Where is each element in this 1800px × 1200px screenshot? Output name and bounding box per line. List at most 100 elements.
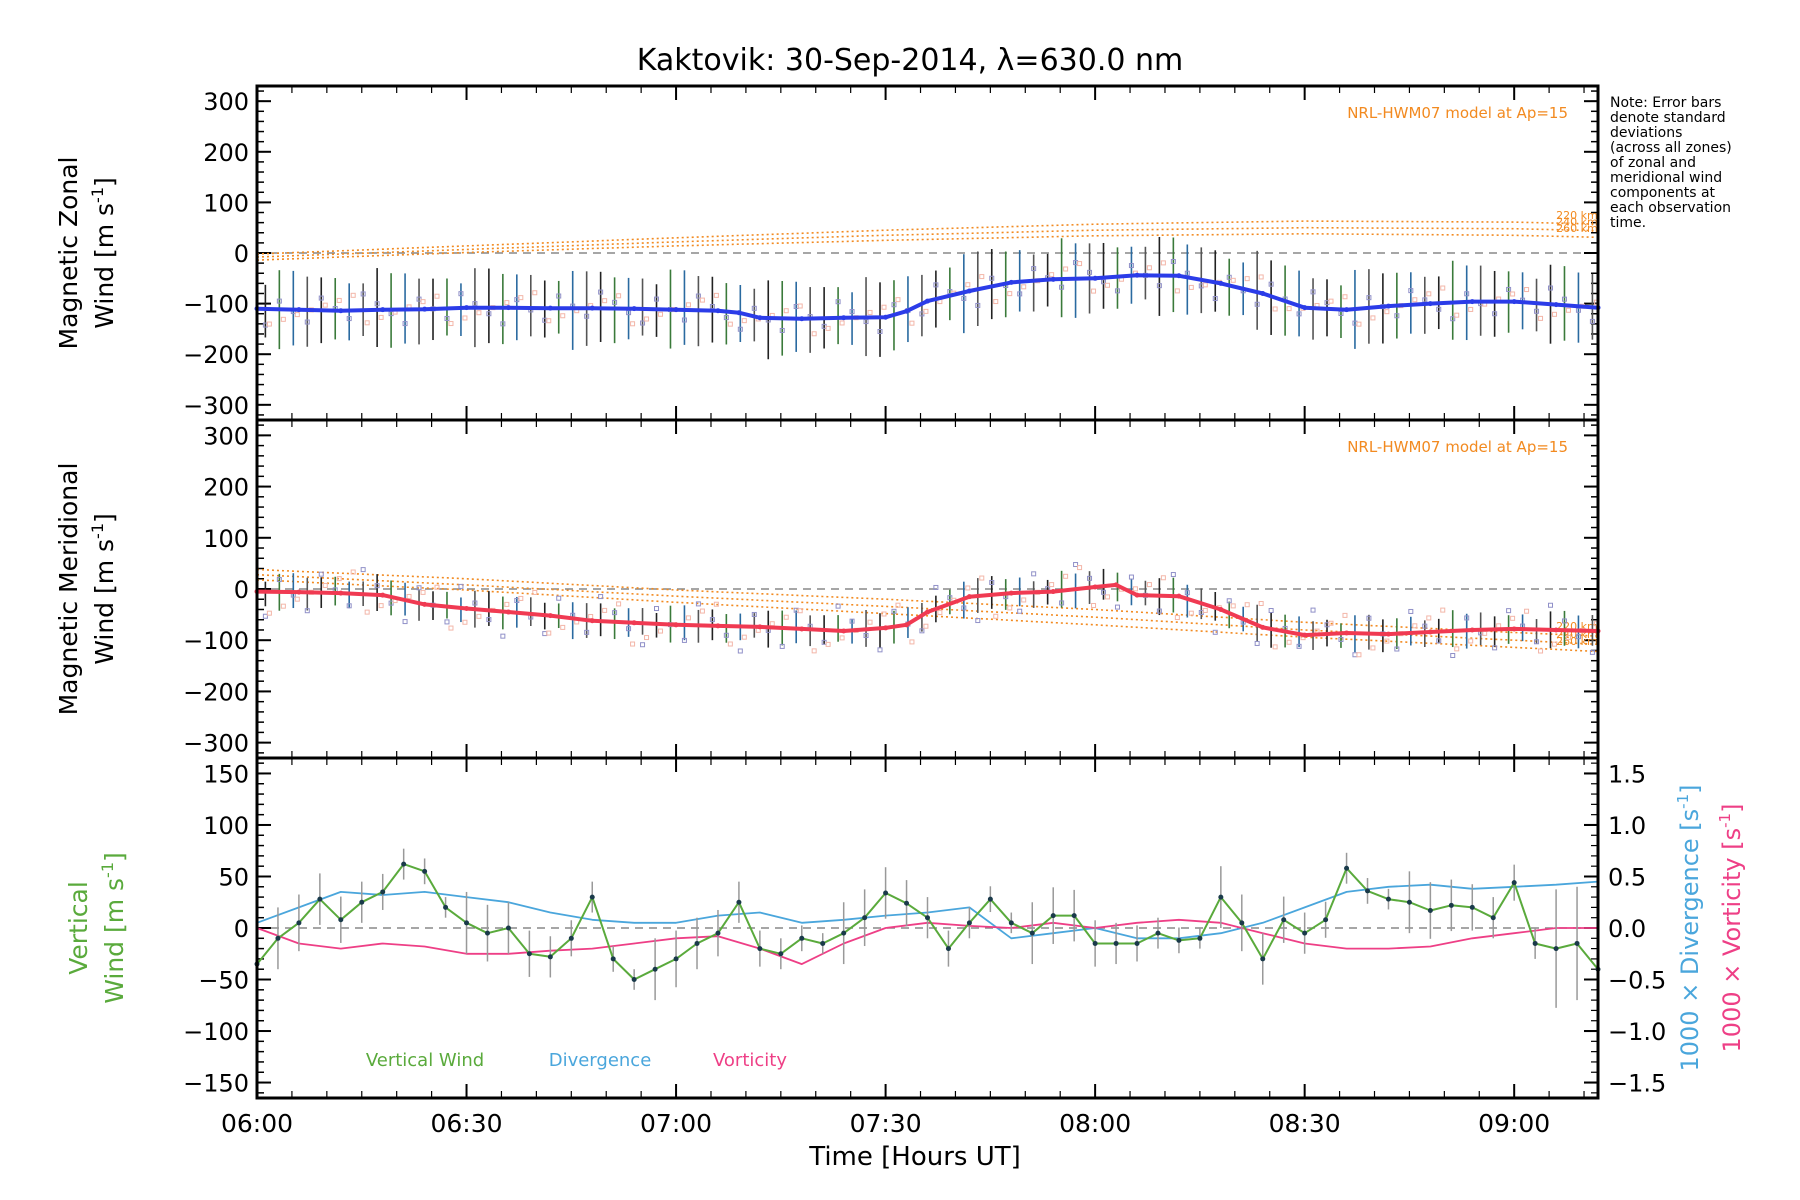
vertical-wind-point — [401, 861, 407, 867]
zone-marker — [1174, 615, 1180, 621]
zone-marker — [472, 600, 478, 606]
zone-marker — [616, 293, 622, 299]
vertical-wind-point — [631, 977, 637, 983]
series-point — [1511, 299, 1517, 305]
vertical-wind-point — [422, 868, 428, 874]
zone-marker — [779, 643, 785, 649]
vertical-wind-point — [1071, 913, 1077, 919]
x-tick-label: 09:00 — [1478, 1109, 1550, 1138]
zone-marker — [546, 318, 552, 324]
zone-marker — [486, 617, 492, 623]
zone-marker — [1063, 266, 1069, 272]
zone-marker — [989, 275, 995, 281]
zone-marker — [709, 617, 715, 623]
x-tick-label: 06:30 — [431, 1109, 503, 1138]
zone-marker — [1188, 284, 1194, 290]
vertical-wind-point — [610, 956, 616, 962]
model-altitude-label: 220 km — [1556, 209, 1598, 222]
zone-marker — [1230, 603, 1236, 609]
zone-marker — [388, 600, 394, 606]
zone-marker — [1254, 301, 1260, 307]
vertical-wind-point — [505, 925, 511, 931]
zone-marker — [1286, 306, 1292, 312]
vertical-wind-point — [1113, 940, 1119, 946]
y-tick-label: 0 — [234, 915, 249, 943]
vertical-wind-point — [652, 966, 658, 972]
y-tick-label: −100 — [183, 1018, 249, 1046]
zone-marker — [1538, 315, 1544, 321]
zone-marker — [1258, 601, 1264, 607]
zone-marker — [1184, 270, 1190, 276]
vertical-wind-point — [987, 896, 993, 902]
y-tick-label: 200 — [203, 139, 249, 167]
series-point — [883, 625, 889, 631]
zone-marker — [402, 619, 408, 625]
series-point — [1050, 589, 1056, 595]
zone-marker — [1436, 638, 1442, 644]
vertical-wind-point — [862, 915, 868, 921]
vertical-wind-point — [547, 954, 553, 960]
vertical-wind-point — [1323, 917, 1329, 923]
zone-marker — [1589, 649, 1595, 655]
zone-marker — [444, 619, 450, 625]
zone-marker — [504, 601, 510, 607]
zone-marker — [1296, 643, 1302, 649]
series-point — [1302, 305, 1308, 311]
zone-marker — [654, 606, 660, 612]
zone-marker — [797, 608, 803, 614]
note-line: deviations — [1610, 125, 1682, 141]
zone-marker — [919, 628, 925, 634]
zone-marker — [1468, 638, 1474, 644]
zone-marker — [364, 609, 370, 615]
vertical-wind-point — [673, 956, 679, 962]
series-point — [1302, 632, 1308, 638]
series-point — [925, 298, 930, 304]
series-point — [736, 310, 742, 316]
zone-marker — [658, 311, 664, 317]
zone-marker — [560, 313, 566, 319]
zone-marker — [1087, 269, 1093, 275]
series-point — [1008, 590, 1014, 596]
vertical-wind-point — [1260, 956, 1266, 962]
vertical-wind-point — [925, 915, 930, 921]
zone-marker — [1021, 284, 1027, 290]
zone-marker — [556, 595, 562, 601]
zone-marker — [626, 310, 632, 316]
model-altitude-label: 260 km — [1556, 222, 1598, 235]
panel-zonal: −300 −200 −100 0 100 200 300 Magnetic Zonal Wind… — [54, 84, 1601, 422]
zone-marker — [695, 601, 701, 607]
x-axis-label: Time [Hours UT] — [808, 1142, 1021, 1172]
zone-marker — [1174, 288, 1180, 294]
vertical-wind-point — [883, 890, 889, 896]
y2-axis-label-divergence-text: 1000 × Divergence [s-1] — [1674, 784, 1704, 1071]
zone-marker — [1408, 608, 1414, 614]
vertical-wind-point — [1490, 915, 1496, 921]
y-tick-label: −100 — [183, 627, 249, 655]
zone-marker — [685, 615, 691, 621]
zone-marker — [1254, 640, 1260, 646]
y2-tick-label: 1.0 — [1608, 812, 1646, 840]
zone-marker — [350, 292, 356, 298]
vertical-wind-point — [1574, 940, 1580, 946]
zone-marker — [961, 605, 967, 611]
zone-marker — [975, 618, 981, 624]
x-tick-label: 07:00 — [640, 1109, 712, 1138]
zone-marker — [654, 296, 660, 302]
vertical-wind-point — [1385, 896, 1391, 902]
zone-marker — [378, 603, 384, 609]
zone-marker — [1031, 266, 1037, 272]
zone-marker — [1394, 646, 1400, 652]
vertical-wind-point — [1365, 888, 1371, 894]
vertical-wind-point — [1176, 937, 1182, 943]
zone-marker — [1408, 288, 1414, 294]
vertical-wind-point — [841, 930, 847, 936]
vertical-wind-point — [1197, 935, 1203, 941]
zone-marker — [280, 316, 286, 322]
zone-marker — [1268, 608, 1274, 614]
zone-marker — [364, 320, 370, 326]
zone-marker — [1007, 291, 1013, 297]
series-point — [799, 316, 805, 322]
zone-marker — [919, 311, 925, 317]
vertical-wind-point — [945, 946, 951, 952]
